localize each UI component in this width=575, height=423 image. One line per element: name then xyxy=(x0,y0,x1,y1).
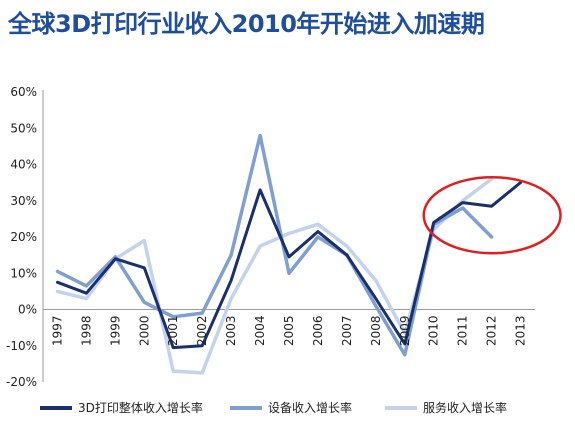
x-tick-label: 2003 xyxy=(224,316,238,347)
legend-label: 服务收入增长率 xyxy=(423,400,507,415)
x-tick-label: 2010 xyxy=(427,316,441,347)
highlight-ellipse xyxy=(422,176,562,255)
x-tick-label: 2012 xyxy=(485,316,499,347)
x-tick-label: 2007 xyxy=(340,316,354,347)
y-tick-label: -10% xyxy=(6,339,37,353)
x-tick-label: 2005 xyxy=(282,316,296,347)
x-axis-labels: 1997 1998 1999 2000 2001 2002 2003 2004 2005 2006… xyxy=(50,316,527,347)
y-tick-label: 40% xyxy=(10,158,37,172)
x-tick-label: 2001 xyxy=(166,316,180,347)
legend-label: 3D打印整体收入增长率 xyxy=(78,400,203,415)
x-tick-label: 1997 xyxy=(50,316,64,347)
y-tick-label: 10% xyxy=(10,266,37,280)
y-tick-label: 20% xyxy=(10,230,37,244)
y-tick-label: 30% xyxy=(10,194,37,208)
x-tick-label: 1999 xyxy=(108,316,122,347)
highlight-annotation xyxy=(422,176,562,255)
y-tick-label: -20% xyxy=(6,375,37,389)
legend-label: 设备收入增长率 xyxy=(268,400,352,415)
chart-title: 全球3D打印行业收入2010年开始进入加速期 xyxy=(8,10,485,38)
series-line-1 xyxy=(56,181,522,350)
x-tick-label: 2013 xyxy=(514,316,528,347)
x-tick-label: 2002 xyxy=(195,316,209,347)
x-tick-label: 2004 xyxy=(253,316,267,347)
x-tick-label: 2006 xyxy=(311,316,325,347)
legend: 3D打印整体收入增长率 设备收入增长率 服务收入增长率 xyxy=(40,400,507,415)
x-tick-label: 2008 xyxy=(369,316,383,347)
y-tick-label: 50% xyxy=(10,121,37,135)
x-tick-label: 2000 xyxy=(137,316,151,347)
series-lines xyxy=(55,133,522,375)
x-tick-label: 1998 xyxy=(79,316,93,347)
axes xyxy=(42,90,535,382)
y-tick-label: 60% xyxy=(10,85,37,99)
x-tick-label: 2011 xyxy=(456,316,470,347)
y-axis-labels: -20% -10% 0% 10% 20% 30% 40% 50% 60% xyxy=(6,85,37,389)
y-tick-label: 0% xyxy=(18,303,37,317)
x-tick-label: 2009 xyxy=(398,316,412,347)
